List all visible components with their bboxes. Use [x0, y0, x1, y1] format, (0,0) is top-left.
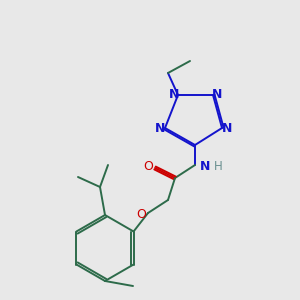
Text: N: N [200, 160, 210, 173]
Text: N: N [169, 88, 179, 101]
Text: H: H [214, 160, 222, 173]
Text: O: O [136, 208, 146, 220]
Text: N: N [222, 122, 232, 134]
Text: N: N [155, 122, 165, 134]
Text: N: N [212, 88, 222, 101]
Text: O: O [143, 160, 153, 173]
